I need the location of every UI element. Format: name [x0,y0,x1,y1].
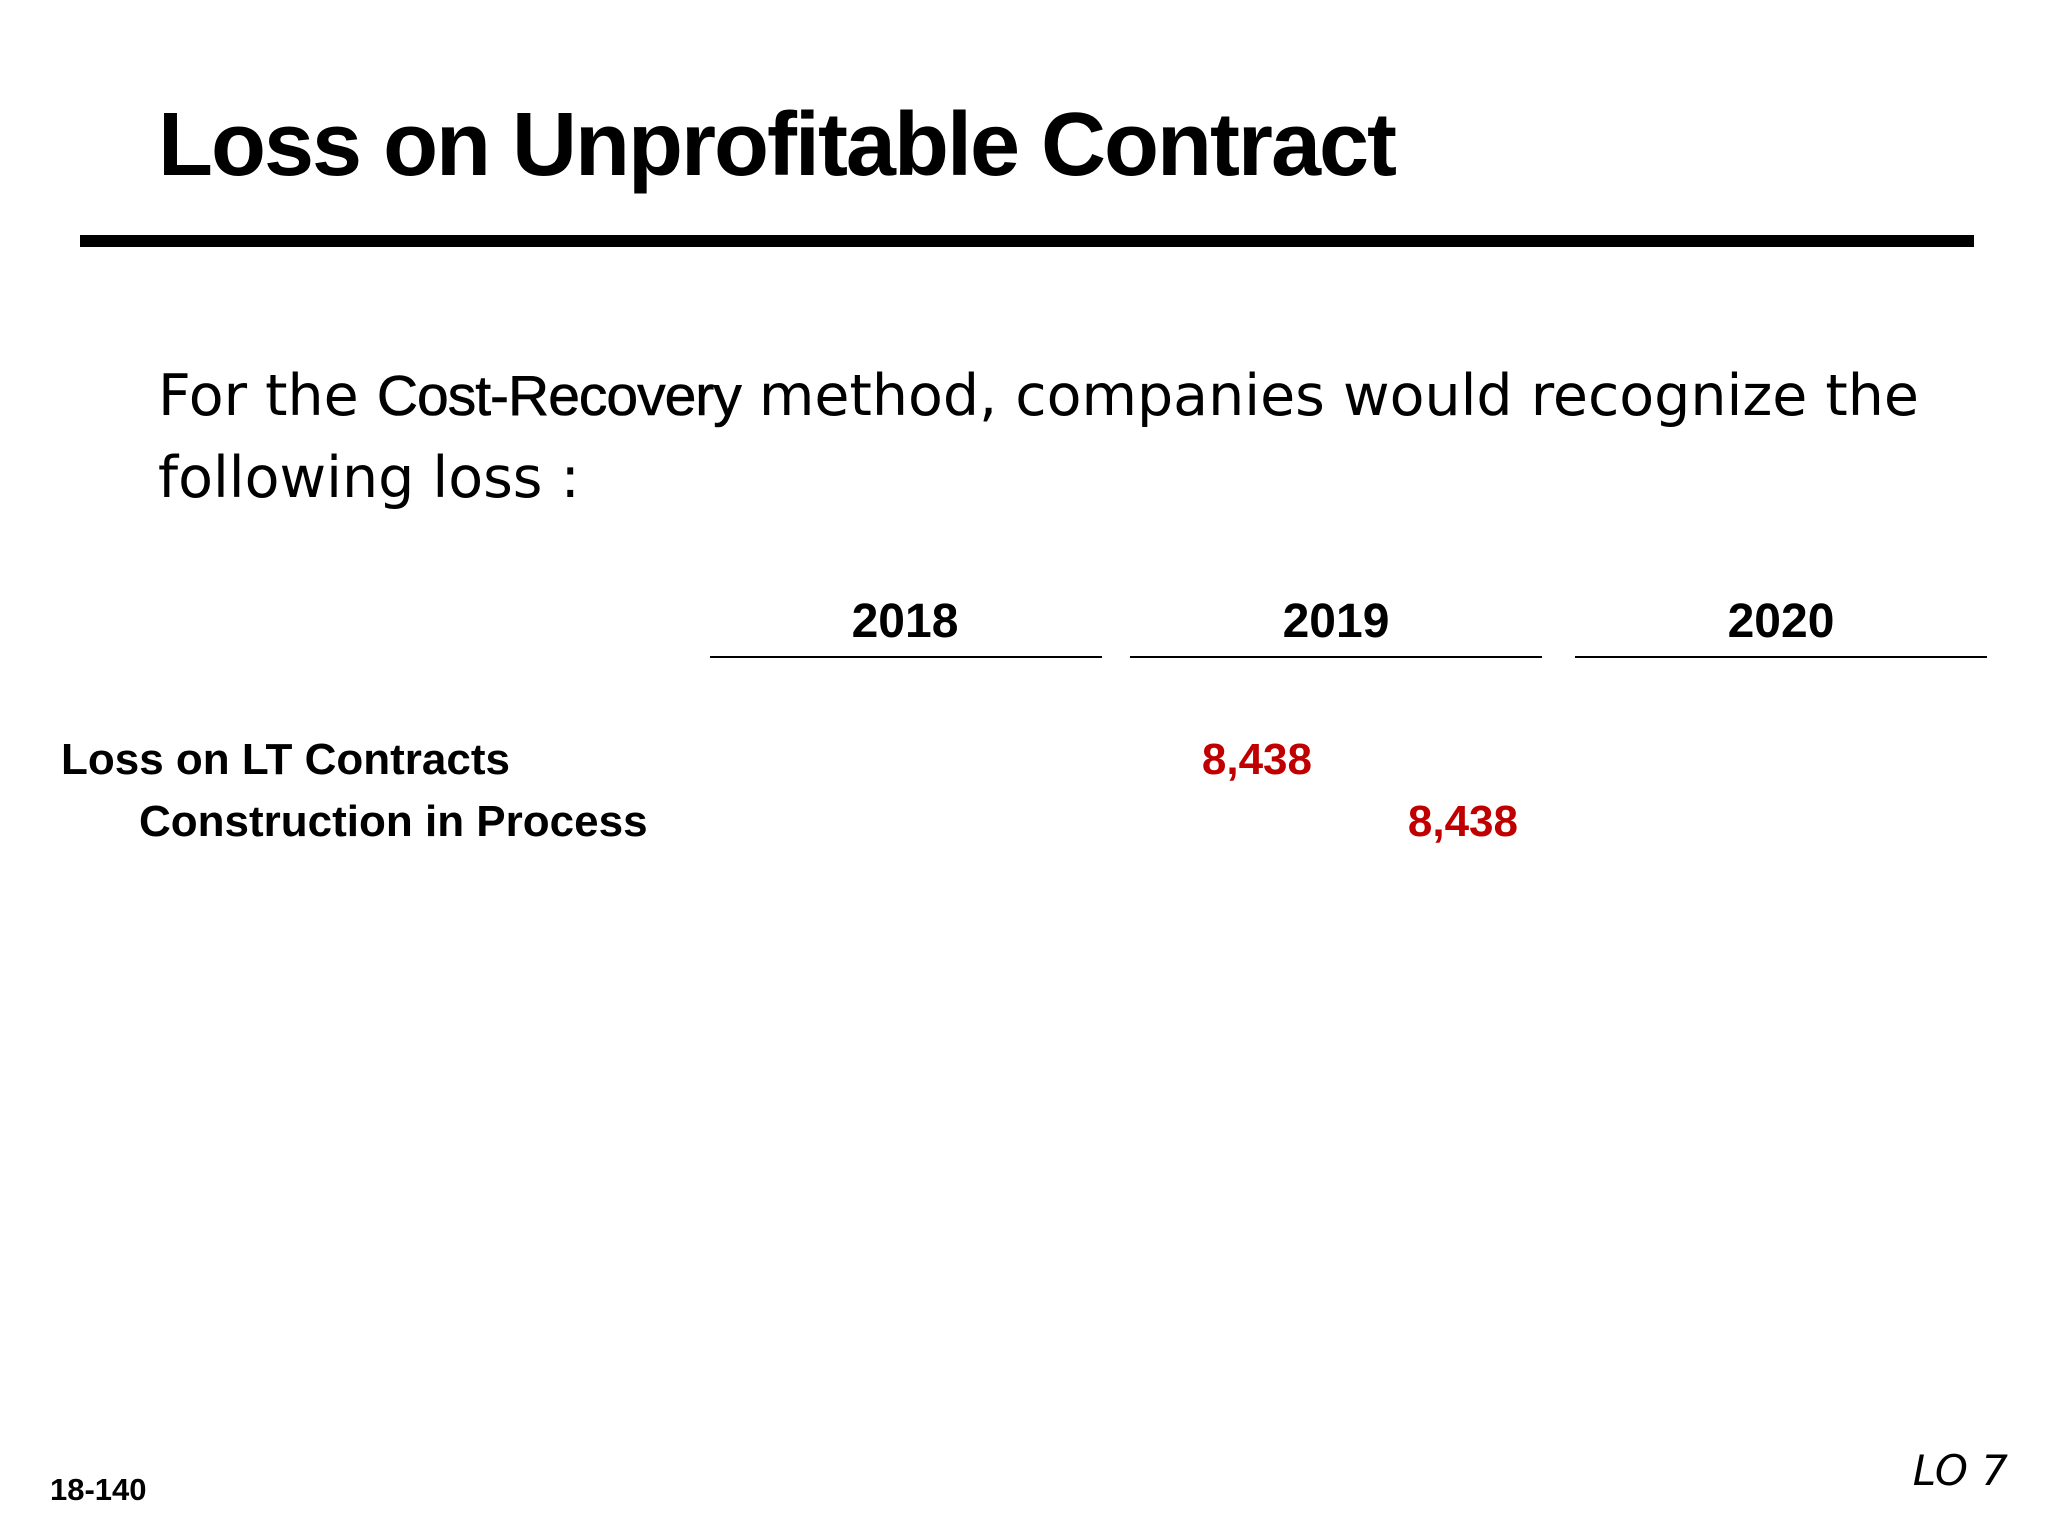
column-header-2018: 2018 [851,595,959,648]
column-header-2020: 2020 [1727,595,1835,648]
intro-text-before: For the [158,363,377,429]
column-rule-2019 [1130,656,1542,658]
debit-amount-2019: 8,438 [1201,735,1312,784]
title-rule [80,235,1974,247]
debit-account-label: Loss on LT Contracts [61,735,510,784]
slide-title: Loss on Unprofitable Contract [158,95,1397,195]
method-name: Cost-Recovery [376,364,743,429]
learning-objective-label: LO 7 [1912,1446,2008,1495]
column-header-2019: 2019 [1282,595,1390,648]
intro-text-after: method, companies would recognize the fo… [158,363,1919,511]
column-rule-2020 [1575,656,1987,658]
credit-account-label: Construction in Process [139,797,648,846]
intro-paragraph: For the Cost-Recovery method, companies … [158,355,1978,519]
column-rule-2018 [710,656,1102,658]
credit-amount-2019: 8,438 [1407,797,1518,846]
slide-number: 18-140 [50,1472,147,1507]
